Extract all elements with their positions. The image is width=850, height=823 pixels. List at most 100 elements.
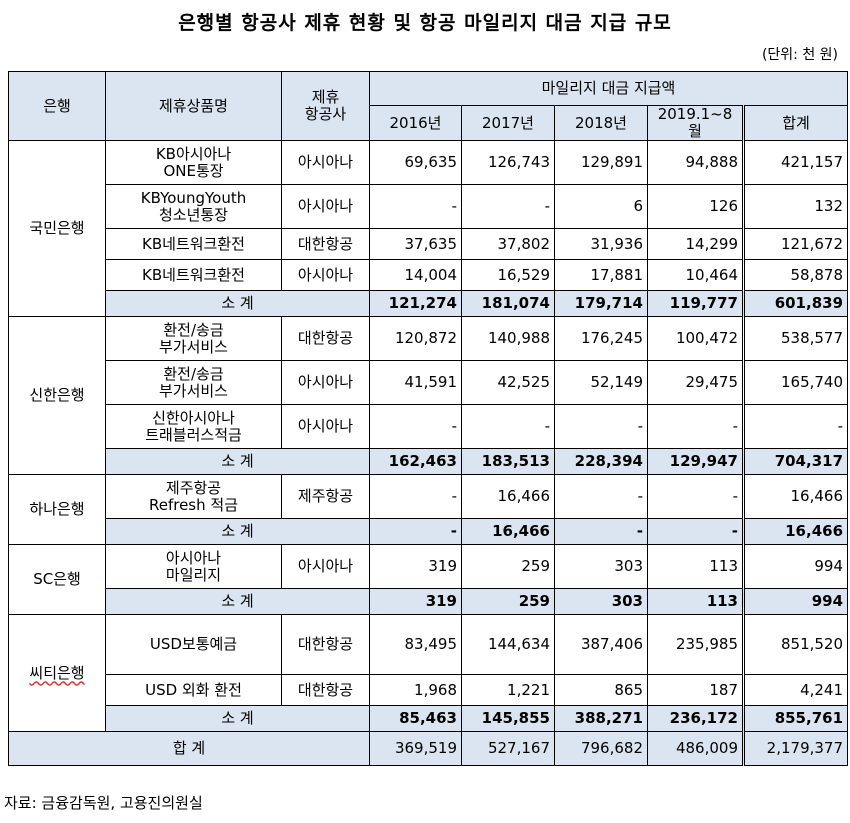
bank-name: 국민은행 xyxy=(8,140,106,317)
product-name: USD보통예금 xyxy=(105,614,282,675)
value-cell: - xyxy=(369,404,462,449)
product-line: ONE통장 xyxy=(163,161,224,180)
bank-name: 씨티은행 xyxy=(8,614,106,732)
grand-total-cell: 796,682 xyxy=(554,731,648,766)
value-cell: 31,936 xyxy=(554,228,648,260)
total-cell: 16,466 xyxy=(741,474,849,519)
subtotal-cell: 303 xyxy=(554,588,648,615)
value-cell: 14,004 xyxy=(369,259,462,291)
header-row-2: 2016년 2017년 2018년 2019.1~8월 합계 xyxy=(9,105,849,141)
subtotal-cell: 162,463 xyxy=(369,448,462,475)
total-cell: 165,740 xyxy=(741,360,849,405)
value-cell: 37,802 xyxy=(461,228,555,260)
table-row: USD 외화 환전 대한항공 1,968 1,221 865 187 4,241 xyxy=(9,674,849,706)
value-cell: 41,591 xyxy=(369,360,462,405)
subtotal-cell: 179,714 xyxy=(554,290,648,317)
value-cell: 29,475 xyxy=(647,360,744,405)
value-cell: 37,635 xyxy=(369,228,462,260)
value-cell: 6 xyxy=(554,184,648,229)
airline-name: 아시아나 xyxy=(281,184,370,229)
header-airline: 제휴 항공사 xyxy=(281,71,370,141)
header-mileage: 마일리지 대금 지급액 xyxy=(368,71,849,106)
value-cell: 144,634 xyxy=(461,614,555,675)
subtotal-row: 소 계 85,463 145,855 388,271 236,172 855,7… xyxy=(9,705,849,732)
subtotal-cell: 85,463 xyxy=(369,705,462,732)
value-cell: 1,968 xyxy=(369,674,462,706)
value-cell: 259 xyxy=(461,544,555,589)
airline-name: 아시아나 xyxy=(281,360,370,405)
airline-name: 아시아나 xyxy=(281,259,370,291)
airline-name: 대한항공 xyxy=(281,228,370,260)
value-cell: - xyxy=(369,474,462,519)
product-line: 제주항공 xyxy=(165,478,222,497)
airline-name: 대한항공 xyxy=(281,614,370,675)
total-cell: 421,157 xyxy=(741,140,849,185)
subtotal-row: 소 계 319 259 303 113 994 xyxy=(9,588,849,615)
product-line: KBYoungYouth xyxy=(140,188,247,207)
header-row-1: 은행 제휴상품명 제휴 항공사 마일리지 대금 지급액 xyxy=(8,71,849,141)
subtotal-cell: 113 xyxy=(647,588,744,615)
product-name: 제주항공 Refresh 적금 xyxy=(105,474,282,519)
product-name: KB네트워크환전 xyxy=(105,228,282,260)
header-bank: 은행 xyxy=(8,71,106,141)
product-line: 아시아나 xyxy=(165,548,222,567)
total-cell: 121,672 xyxy=(741,228,849,260)
subtotal-cell: 181,074 xyxy=(461,290,555,317)
product-name: KB네트워크환전 xyxy=(105,259,282,291)
total-cell: 538,577 xyxy=(741,316,849,361)
subtotal-cell: 855,761 xyxy=(741,705,849,732)
airline-name: 아시아나 xyxy=(281,404,370,449)
value-cell: 319 xyxy=(369,544,462,589)
product-name: 아시아나 마일리지 xyxy=(105,544,282,589)
header-airline-line1: 제휴 xyxy=(311,88,340,106)
page-title: 은행별 항공사 제휴 현황 및 항공 마일리지 대금 지급 규모 xyxy=(178,12,672,34)
bank-name-text: 씨티은행 xyxy=(29,663,85,682)
value-cell: - xyxy=(647,474,744,519)
header-year: 2016년 xyxy=(369,105,462,141)
header-year: 2018년 xyxy=(554,105,648,141)
header-product: 제휴상품명 xyxy=(105,71,282,141)
subtotal-cell: 704,317 xyxy=(741,448,849,475)
value-cell: - xyxy=(461,184,555,229)
value-cell: 17,881 xyxy=(554,259,648,291)
table-row: SC은행 아시아나 마일리지 아시아나 319 259 303 113 994 xyxy=(8,544,849,615)
table-row: 환전/송금 부가서비스 아시아나 41,591 42,525 52,149 29,… xyxy=(9,360,849,405)
airline-name: 대한항공 xyxy=(281,316,370,361)
table-row: 씨티은행 USD보통예금 대한항공 83,495 144,634 387,406… xyxy=(8,614,849,732)
value-cell: 140,988 xyxy=(461,316,555,361)
subtotal-row: 소 계 162,463 183,513 228,394 129,947 704,… xyxy=(9,448,849,475)
value-cell: - xyxy=(369,184,462,229)
product-line: Refresh 적금 xyxy=(148,495,238,514)
subtotal-cell: 121,274 xyxy=(369,290,462,317)
total-cell: 4,241 xyxy=(741,674,849,706)
airline-name: 대한항공 xyxy=(281,674,370,706)
product-line: 환전/송금 xyxy=(163,320,224,339)
grand-total-cell: 486,009 xyxy=(647,731,744,766)
value-cell: 16,466 xyxy=(461,474,555,519)
value-cell: 126,743 xyxy=(461,140,555,185)
table-row: 신한은행 환전/송금 부가서비스 대한항공 120,872 140,988 176… xyxy=(8,316,849,475)
value-cell: 42,525 xyxy=(461,360,555,405)
value-cell: 52,149 xyxy=(554,360,648,405)
subtotal-cell: 16,466 xyxy=(741,518,849,545)
value-cell: - xyxy=(554,404,648,449)
airline-name: 제주항공 xyxy=(281,474,370,519)
bank-name: 신한은행 xyxy=(8,316,106,475)
product-line: 마일리지 xyxy=(165,565,222,584)
subtotal-label: 소 계 xyxy=(105,588,370,615)
value-cell: 187 xyxy=(647,674,744,706)
grand-total-label: 합 계 xyxy=(8,731,370,766)
header-year: 2019.1~8월 xyxy=(647,105,744,141)
product-name: 환전/송금 부가서비스 xyxy=(105,316,282,361)
value-cell: - xyxy=(461,404,555,449)
table-row: KBYoungYouth 청소년통장 아시아나 - - 6 126 132 xyxy=(9,184,849,229)
product-line: KB아시아나 xyxy=(155,144,232,163)
value-cell: - xyxy=(647,404,744,449)
unit-label: (단위: 천 원) xyxy=(761,47,838,63)
product-line: 부가서비스 xyxy=(158,381,228,400)
subtotal-cell: - xyxy=(369,518,462,545)
airline-name: 아시아나 xyxy=(281,544,370,589)
subtotal-row: 소 계 - 16,466 - - 16,466 xyxy=(9,518,849,545)
product-name: 환전/송금 부가서비스 xyxy=(105,360,282,405)
subtotal-cell: 129,947 xyxy=(647,448,744,475)
